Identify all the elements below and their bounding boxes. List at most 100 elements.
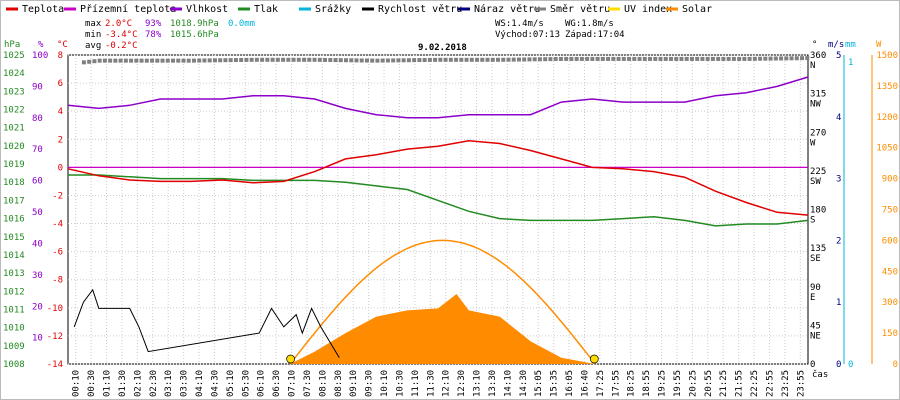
- direction-marker: [123, 58, 128, 63]
- direction-unit: °: [812, 40, 817, 50]
- direction-compass: E: [810, 293, 815, 303]
- direction-tick: 225: [810, 167, 826, 177]
- solar-tick: 450: [882, 267, 898, 277]
- pressure-tick: 1010: [3, 324, 25, 334]
- direction-marker: [548, 57, 553, 62]
- x-tick-label: 21:25: [719, 370, 729, 397]
- direction-marker: [427, 57, 432, 62]
- x-tick-label: 21:55: [735, 370, 745, 397]
- solar-tick: 0: [893, 360, 898, 370]
- direction-marker: [296, 57, 301, 62]
- x-tick-label: 15:35: [550, 370, 560, 397]
- direction-marker: [459, 57, 464, 62]
- direction-marker: [186, 58, 191, 63]
- direction-marker: [406, 58, 411, 63]
- pressure-tick: 1019: [3, 160, 25, 170]
- x-tick-label: 17:25: [596, 370, 606, 397]
- direction-marker: [606, 56, 611, 61]
- legend-label: Směr větru: [550, 3, 610, 15]
- direction-marker: [102, 58, 107, 63]
- direction-marker: [286, 57, 291, 62]
- direction-marker: [448, 57, 453, 62]
- direction-marker: [228, 58, 233, 63]
- direction-tick: 180: [810, 206, 826, 216]
- direction-compass: NW: [810, 100, 821, 110]
- direction-marker: [281, 57, 286, 62]
- direction-marker: [773, 56, 778, 61]
- pressure-tick: 1025: [3, 51, 25, 61]
- direction-marker: [695, 56, 700, 61]
- direction-marker: [87, 59, 92, 64]
- direction-marker: [805, 56, 810, 61]
- direction-marker: [590, 56, 595, 61]
- pressure-tick: 1015: [3, 233, 25, 243]
- sunrise-marker: [286, 354, 295, 364]
- direction-marker: [758, 56, 763, 61]
- x-tick-label: 08:30: [334, 370, 344, 397]
- x-tick-label: 13:30: [488, 370, 498, 397]
- direction-marker: [218, 58, 223, 63]
- x-tick-label: 23:55: [796, 370, 806, 397]
- direction-marker: [92, 59, 97, 64]
- pressure-tick: 1008: [3, 360, 25, 370]
- humidity-tick: 10: [32, 334, 43, 344]
- x-tick-label: 20:25: [688, 370, 698, 397]
- direction-marker: [600, 56, 605, 61]
- rain-tick: 0: [848, 360, 853, 370]
- direction-marker: [464, 57, 469, 62]
- stat-max-temp: 2.0°C: [105, 19, 132, 29]
- direction-compass: SW: [810, 177, 821, 187]
- direction-marker: [254, 57, 259, 62]
- direction-marker: [260, 57, 265, 62]
- direction-marker: [616, 56, 621, 61]
- x-tick-label: 14:30: [519, 370, 529, 397]
- direction-marker: [674, 56, 679, 61]
- pressure-tick: 1021: [3, 124, 25, 134]
- x-tick-label: 19:55: [673, 370, 683, 397]
- direction-marker: [627, 56, 632, 61]
- legend-label: Srážky: [315, 3, 351, 15]
- direction-marker: [705, 56, 710, 61]
- direction-marker: [658, 56, 663, 61]
- x-tick-label: 02:10: [133, 370, 143, 397]
- x-tick-label: 18:55: [642, 370, 652, 397]
- direction-marker: [763, 56, 768, 61]
- x-tick-label: 22:55: [765, 370, 775, 397]
- direction-marker: [768, 56, 773, 61]
- direction-marker: [721, 56, 726, 61]
- direction-marker: [747, 56, 752, 61]
- solar-theoretical-line: [289, 239, 596, 365]
- x-tick-label: 22:25: [750, 370, 760, 397]
- direction-marker: [176, 58, 181, 63]
- direction-marker: [689, 56, 694, 61]
- direction-marker: [752, 56, 757, 61]
- stat-wg: WG:1.8m/s: [565, 19, 614, 29]
- legend-label: Vlhkost: [186, 4, 228, 15]
- direction-marker: [595, 56, 600, 61]
- direction-marker: [475, 57, 480, 62]
- direction-marker: [511, 57, 516, 62]
- stat-max-press: 1018.9hPa: [170, 19, 219, 29]
- pressure-tick: 1016: [3, 215, 25, 225]
- direction-marker: [207, 58, 212, 63]
- direction-marker: [212, 58, 217, 63]
- humidity-line: [67, 76, 809, 119]
- direction-marker: [516, 57, 521, 62]
- direction-marker: [417, 58, 422, 63]
- direction-marker: [443, 57, 448, 62]
- pressure-tick: 1014: [3, 251, 25, 261]
- legend-label: Přízemní teplota: [80, 3, 176, 15]
- direction-marker: [553, 57, 558, 62]
- pressure-tick: 1009: [3, 342, 25, 352]
- direction-marker: [354, 58, 359, 63]
- direction-marker: [522, 57, 527, 62]
- wind-tick: 1: [836, 298, 841, 308]
- x-tick-label: 23:25: [781, 370, 791, 397]
- direction-compass: N: [810, 61, 815, 71]
- stat-label: max: [85, 19, 102, 29]
- temperature-tick: -4: [52, 220, 63, 230]
- x-tick-label: 18:25: [627, 370, 637, 397]
- x-tick-label: 03:30: [180, 370, 190, 397]
- x-tick-label: 04:30: [210, 370, 220, 397]
- direction-compass: SE: [810, 254, 821, 264]
